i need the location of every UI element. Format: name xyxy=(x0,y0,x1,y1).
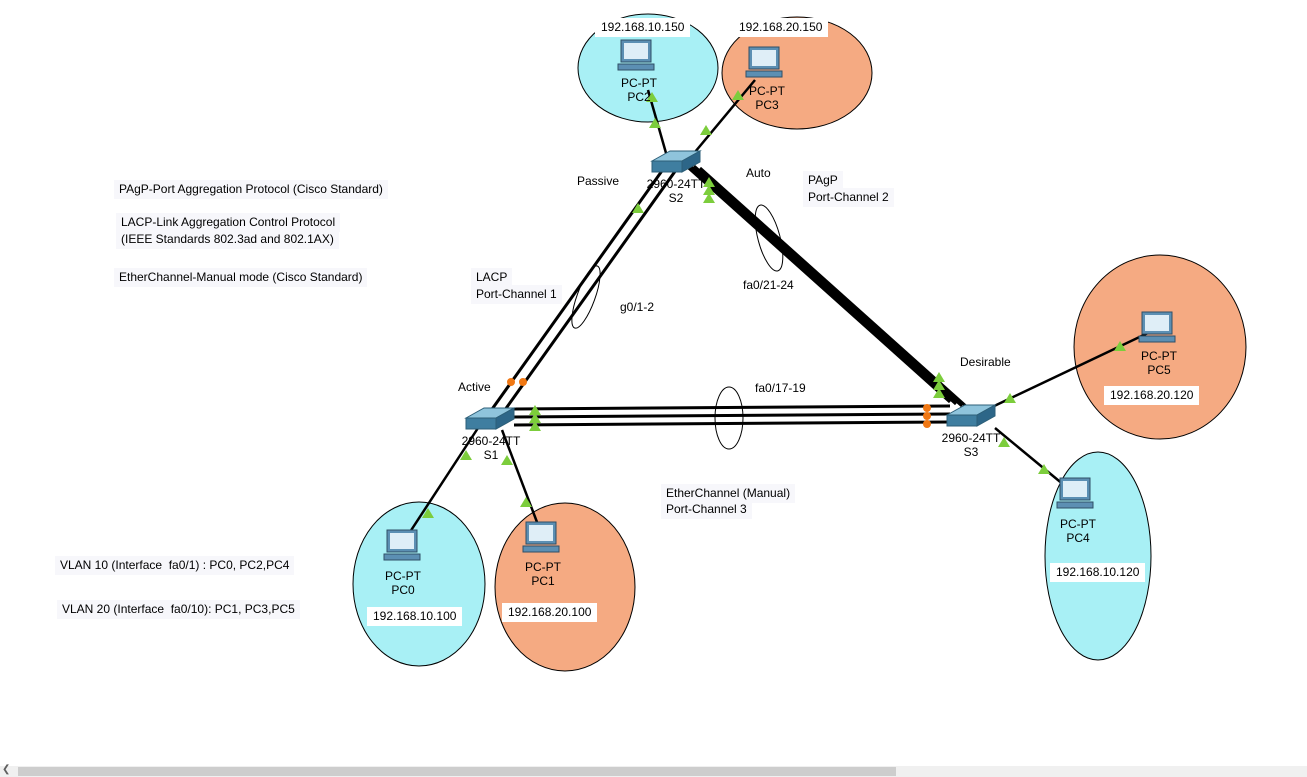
pc2-type: PC-PT xyxy=(621,76,657,90)
horizontal-scrollbar[interactable]: ❮ xyxy=(0,764,1307,777)
pc2-ip: 192.168.10.150 xyxy=(595,18,691,37)
s2-model: 2960-24TT xyxy=(646,177,706,191)
legend-lacp-line1: LACP-Link Aggregation Control Protocol xyxy=(116,213,341,232)
pc1-computer-icon xyxy=(522,521,560,553)
pc5-computer-icon xyxy=(1138,311,1176,343)
channel-pagp-line1: PAgP xyxy=(803,171,843,190)
vlan20-zone-pc1 xyxy=(494,502,636,672)
bundle-ring-manual xyxy=(714,386,744,450)
mode-desirable: Desirable xyxy=(960,355,1011,369)
pc3-computer-icon xyxy=(745,46,783,78)
trunk-s2-s3 xyxy=(680,160,970,410)
pc3-label[interactable]: PC-PT PC3 xyxy=(740,84,794,112)
pc4-ip: 192.168.10.120 xyxy=(1050,563,1146,582)
mode-passive: Passive xyxy=(577,174,620,188)
pc2-label[interactable]: PC-PT PC2 xyxy=(612,76,666,104)
pc0-name: PC0 xyxy=(391,583,415,597)
switch-s1-label[interactable]: 2960-24TT S1 xyxy=(456,434,526,462)
pc4-label[interactable]: PC-PT PC4 xyxy=(1051,517,1105,545)
pc2-computer-icon xyxy=(617,39,655,71)
scrollbar-thumb[interactable] xyxy=(18,767,896,776)
interface-s2-s3: fa0/21-24 xyxy=(743,278,794,292)
switch-s3-label[interactable]: 2960-24TT S3 xyxy=(936,431,1006,459)
switch-s3-icon xyxy=(945,404,997,427)
mode-auto: Auto xyxy=(746,166,771,180)
pc5-type: PC-PT xyxy=(1141,349,1177,363)
pc0-ip: 192.168.10.100 xyxy=(367,607,463,626)
pc1-name: PC1 xyxy=(531,574,555,588)
pc4-computer-icon xyxy=(1056,477,1094,509)
legend-lacp-line2: (IEEE Standards 802.3ad and 802.1AX) xyxy=(116,230,339,249)
pc3-ip: 192.168.20.150 xyxy=(733,18,829,37)
switch-s2-label[interactable]: 2960-24TT S2 xyxy=(641,177,711,205)
pc1-label[interactable]: PC-PT PC1 xyxy=(516,560,570,588)
pc4-type: PC-PT xyxy=(1060,517,1096,531)
channel-lacp-line2: Port-Channel 1 xyxy=(471,285,562,304)
s2-name: S2 xyxy=(668,191,684,205)
mode-active: Active xyxy=(458,380,491,394)
pc3-name: PC3 xyxy=(755,98,779,112)
interface-s1-s3: fa0/17-19 xyxy=(755,381,806,395)
pc5-name: PC5 xyxy=(1147,363,1171,377)
bundle-ring-pagp xyxy=(754,204,784,272)
switch-s1-icon xyxy=(464,407,516,430)
port-indicators-up xyxy=(422,90,1126,518)
pc1-type: PC-PT xyxy=(525,560,561,574)
legend-pagp: PAgP-Port Aggregation Protocol (Cisco St… xyxy=(114,180,388,199)
pc3-type: PC-PT xyxy=(749,84,785,98)
channel-lacp-line1: LACP xyxy=(471,268,513,287)
pc4-name: PC4 xyxy=(1066,531,1090,545)
interface-s1-s2: g0/1-2 xyxy=(620,300,655,314)
pc0-type: PC-PT xyxy=(385,569,421,583)
s1-name: S1 xyxy=(483,448,499,462)
trunk-s1-s3 xyxy=(513,404,951,427)
pc5-label[interactable]: PC-PT PC5 xyxy=(1132,349,1186,377)
vlan20-zone-pc3 xyxy=(721,16,873,130)
switch-s2-icon xyxy=(650,150,702,173)
vlan20-zone-pc5 xyxy=(1073,254,1247,440)
s3-model: 2960-24TT xyxy=(941,431,1001,445)
pc0-computer-icon xyxy=(383,529,421,561)
channel-pagp-line2: Port-Channel 2 xyxy=(803,188,894,207)
pc5-ip: 192.168.20.120 xyxy=(1104,386,1200,405)
scroll-left-arrow-icon[interactable]: ❮ xyxy=(2,764,11,775)
pc0-label[interactable]: PC-PT PC0 xyxy=(376,569,430,597)
access-links xyxy=(406,79,1151,536)
pc2-name: PC2 xyxy=(627,90,651,104)
legend-vlan20: VLAN 20 (Interface fa0/10): PC1, PC3,PC5 xyxy=(57,600,300,619)
bundle-ring-lacp xyxy=(571,265,601,329)
s3-name: S3 xyxy=(963,445,979,459)
legend-vlan10: VLAN 10 (Interface fa0/1) : PC0, PC2,PC4 xyxy=(55,556,295,575)
channel-manual-line1: EtherChannel (Manual) xyxy=(661,484,796,503)
channel-manual-line2: Port-Channel 3 xyxy=(661,500,752,519)
s1-model: 2960-24TT xyxy=(461,434,521,448)
port-indicators-blocking xyxy=(507,378,931,428)
legend-manual: EtherChannel-Manual mode (Cisco Standard… xyxy=(114,268,368,287)
pc1-ip: 192.168.20.100 xyxy=(502,603,598,622)
